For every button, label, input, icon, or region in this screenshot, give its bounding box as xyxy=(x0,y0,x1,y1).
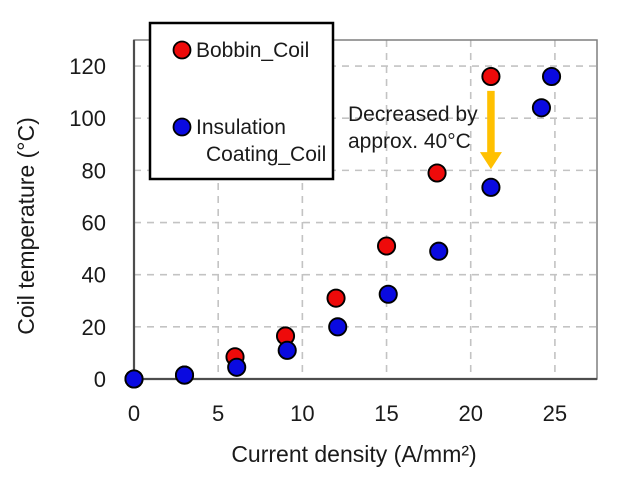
x-axis-title: Current density (A/mm²) xyxy=(231,441,476,467)
legend-label-insulation-line2: Coating_Coil xyxy=(206,143,326,166)
y-tick-label: 60 xyxy=(82,211,106,236)
decrease-arrow xyxy=(479,90,502,170)
y-tick-label: 120 xyxy=(69,54,106,79)
data-point-insulation-coating-coil xyxy=(277,340,297,360)
annotation-line-2: approx. 40°C xyxy=(348,130,471,153)
series-points xyxy=(124,66,562,389)
x-tick-labels: 0 5 10 15 20 25 xyxy=(128,401,567,426)
x-tick-label: 0 xyxy=(128,401,140,426)
data-point-bobbin-coil xyxy=(326,288,346,308)
data-point-insulation-coating-coil xyxy=(541,66,562,87)
data-point-bobbin-coil xyxy=(481,66,501,87)
y-tick-label: 100 xyxy=(69,106,106,131)
data-point-insulation-coating-coil xyxy=(531,98,551,118)
legend-label-bobbin-coil: Bobbin_Coil xyxy=(196,39,309,62)
annotation-line-1: Decreased by xyxy=(348,103,478,126)
legend: Bobbin_Coil Insulation Coating_Coil xyxy=(148,21,335,181)
y-tick-label: 40 xyxy=(82,263,106,288)
x-tick-label: 15 xyxy=(374,401,398,426)
x-tick-label: 10 xyxy=(290,401,314,426)
legend-label-insulation-line1: Insulation xyxy=(196,116,286,139)
x-tick-label: 25 xyxy=(543,401,567,426)
y-tick-labels: 0 20 40 60 80 100 120 xyxy=(69,54,106,392)
arrow-head xyxy=(479,152,502,170)
y-tick-label: 80 xyxy=(82,158,106,183)
data-point-insulation-coating-coil xyxy=(174,365,195,385)
data-point-insulation-coating-coil xyxy=(481,177,501,197)
legend-marker-insulation-coating-coil xyxy=(172,117,192,137)
data-point-bobbin-coil xyxy=(427,163,447,183)
x-tick-label: 20 xyxy=(458,401,482,426)
legend-marker-bobbin-coil xyxy=(172,40,192,60)
data-point-bobbin-coil xyxy=(376,236,397,256)
data-point-insulation-coating-coil xyxy=(227,357,247,377)
y-tick-label: 0 xyxy=(94,367,106,392)
y-axis-title: Coil temperature (°C) xyxy=(13,117,39,335)
data-point-insulation-coating-coil xyxy=(124,369,144,389)
x-tick-label: 5 xyxy=(212,401,224,426)
data-point-insulation-coating-coil xyxy=(429,241,449,261)
data-point-insulation-coating-coil xyxy=(378,284,398,304)
y-tick-label: 20 xyxy=(82,315,106,340)
data-point-insulation-coating-coil xyxy=(328,317,348,337)
